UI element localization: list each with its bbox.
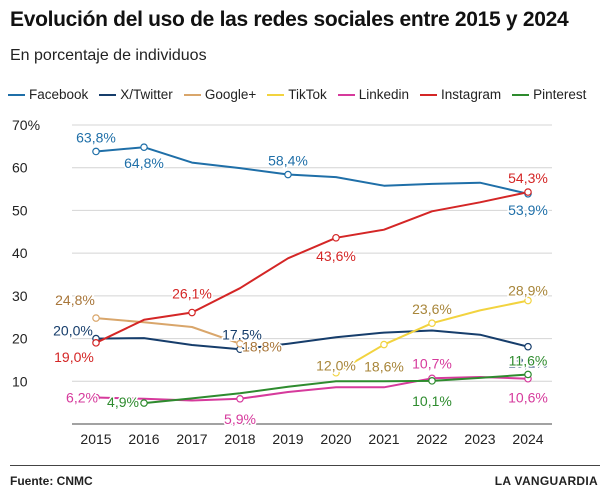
data-label-facebook: 53,9% bbox=[508, 202, 548, 218]
legend-label: Instagram bbox=[441, 87, 502, 102]
data-label-x-twitter: 20,0% bbox=[53, 323, 93, 339]
x-tick-label: 2023 bbox=[464, 431, 495, 447]
legend-swatch bbox=[183, 93, 201, 96]
data-label-facebook: 64,8% bbox=[124, 155, 164, 171]
data-label-google-: 24,8% bbox=[55, 292, 95, 308]
data-label-tiktok: 23,6% bbox=[412, 301, 452, 317]
data-point-marker-instagram bbox=[92, 339, 100, 347]
x-tick-label: 2022 bbox=[416, 431, 447, 447]
data-point-marker-tiktok bbox=[428, 319, 436, 327]
series-line-google- bbox=[95, 317, 241, 345]
data-point-marker-instagram bbox=[332, 233, 340, 242]
data-label-facebook: 63,8% bbox=[76, 129, 116, 145]
data-label-linkedin: 6,2% bbox=[66, 390, 98, 406]
legend-item-instagram: Instagram bbox=[420, 87, 501, 102]
legend-swatch bbox=[512, 93, 530, 96]
data-point-marker-instagram bbox=[188, 308, 196, 317]
data-label-instagram: 43,6% bbox=[316, 248, 356, 264]
data-point-marker-x-twitter bbox=[524, 342, 532, 351]
data-label-instagram: 19,0% bbox=[54, 349, 94, 365]
data-label-pinterest: 4,9% bbox=[107, 394, 139, 410]
data-label-linkedin: 10,6% bbox=[508, 390, 548, 406]
data-label-tiktok: 18,6% bbox=[364, 359, 404, 375]
data-label-x-twitter: 17,5% bbox=[222, 326, 262, 342]
legend-item-google-: Google+ bbox=[183, 87, 257, 102]
x-tick-label: 2015 bbox=[80, 431, 111, 447]
legend-label: X/Twitter bbox=[120, 87, 173, 102]
data-point-marker-linkedin bbox=[92, 393, 100, 402]
x-tick-label: 2021 bbox=[368, 431, 399, 447]
series-line-pinterest bbox=[143, 373, 529, 405]
footer-divider bbox=[10, 465, 600, 466]
x-tick-label: 2024 bbox=[512, 431, 543, 447]
legend: Facebook X/Twitter Google+ TikTok Linkedin In… bbox=[8, 87, 597, 102]
legend-item-pinterest: Pinterest bbox=[512, 87, 586, 102]
source-note: Fuente: CNMC bbox=[10, 474, 93, 488]
chart-subtitle: En porcentaje de individuos bbox=[10, 47, 207, 64]
legend-swatch bbox=[420, 93, 438, 96]
legend-label: Linkedin bbox=[358, 87, 410, 102]
data-label-pinterest: 11,6% bbox=[509, 352, 548, 368]
data-label-tiktok: 28,9% bbox=[508, 283, 548, 299]
legend-item-facebook: Facebook bbox=[8, 87, 88, 102]
data-label-instagram: 54,3% bbox=[508, 170, 548, 186]
data-point-marker-tiktok bbox=[332, 368, 340, 377]
data-label-instagram: 26,1% bbox=[172, 286, 212, 302]
legend-item-linkedin: Linkedin bbox=[337, 87, 410, 102]
y-tick-label: 70% bbox=[12, 117, 40, 133]
x-tick-label: 2019 bbox=[272, 431, 303, 447]
data-label-tiktok: 12,0% bbox=[316, 358, 356, 374]
data-point-marker-pinterest bbox=[428, 377, 436, 385]
data-point-marker-google- bbox=[236, 339, 244, 348]
x-tick-label: 2017 bbox=[176, 431, 207, 447]
data-point-marker-tiktok bbox=[524, 296, 532, 305]
series-line-instagram bbox=[95, 191, 529, 344]
data-point-marker-facebook bbox=[284, 170, 292, 179]
legend-label: Facebook bbox=[29, 87, 89, 102]
data-point-marker-pinterest bbox=[140, 399, 148, 407]
data-point-marker-linkedin bbox=[236, 394, 244, 403]
line-chart: 10 20 30 40 50 60 70% 2015 2016 2017 2018 2019 2020 2… bbox=[12, 117, 552, 447]
legend-item-x-twitter: X/Twitter bbox=[99, 87, 173, 102]
data-point-marker-instagram bbox=[524, 188, 532, 196]
y-tick-label: 30 bbox=[12, 288, 28, 304]
series-line-facebook bbox=[95, 146, 529, 195]
data-label-x-twitter: 18,1% bbox=[508, 355, 548, 371]
data-label-pinterest: 10,1% bbox=[412, 393, 452, 409]
x-tick-label: 2016 bbox=[128, 431, 159, 447]
legend-swatch bbox=[8, 93, 25, 96]
legend-label: Google+ bbox=[204, 87, 257, 102]
data-point-marker-tiktok bbox=[380, 340, 388, 349]
series-line-linkedin bbox=[95, 376, 529, 402]
y-tick-label: 20 bbox=[12, 331, 28, 347]
legend-label: TikTok bbox=[288, 87, 327, 102]
y-tick-label: 10 bbox=[12, 373, 28, 389]
x-tick-label: 2020 bbox=[320, 431, 351, 447]
data-label-google-: 18,8% bbox=[242, 339, 282, 355]
x-tick-label: 2018 bbox=[224, 431, 255, 447]
data-label-linkedin: 5,9% bbox=[224, 411, 256, 427]
data-point-marker-facebook bbox=[92, 147, 100, 156]
legend-swatch bbox=[267, 93, 285, 96]
brand-logo-text: LA VANGUARDIA bbox=[494, 474, 598, 488]
legend-item-tiktok: TikTok bbox=[267, 87, 327, 102]
series-line-x-twitter bbox=[95, 329, 529, 351]
data-point-marker-facebook bbox=[140, 143, 148, 152]
chart-title: Evolución del uso de las redes sociales … bbox=[10, 8, 569, 31]
legend-swatch bbox=[337, 93, 355, 96]
y-tick-label: 60 bbox=[12, 160, 28, 176]
data-label-linkedin: 10,7% bbox=[412, 355, 452, 371]
data-label-facebook: 58,4% bbox=[268, 153, 308, 169]
data-point-marker-pinterest bbox=[524, 370, 532, 379]
y-tick-label: 40 bbox=[12, 245, 28, 261]
legend-label: Pinterest bbox=[533, 87, 587, 102]
data-point-marker-google- bbox=[92, 314, 100, 322]
y-tick-label: 50 bbox=[12, 202, 28, 218]
legend-swatch bbox=[99, 93, 117, 96]
